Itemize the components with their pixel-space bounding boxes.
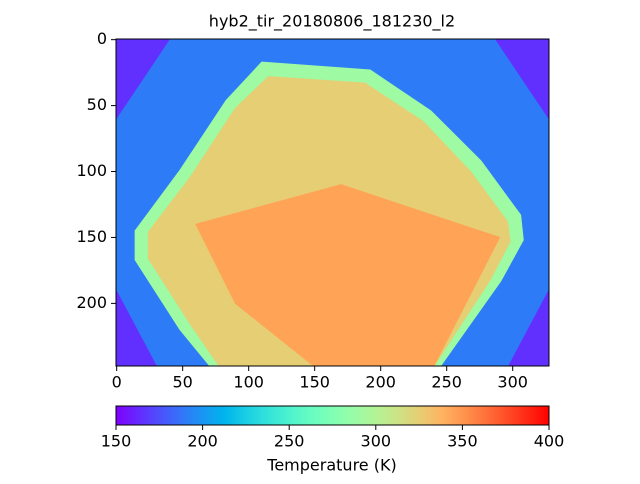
x-tick-label: 100 [233,373,264,392]
chart-title: hyb2_tir_20180806_181230_l2 [209,12,455,32]
colorbar [115,405,550,426]
image-region [195,184,501,366]
x-tick-label: 250 [431,373,462,392]
y-tick-label: 150 [76,227,107,246]
y-tick-label: 50 [87,95,107,114]
y-tick-label: 0 [97,29,107,48]
axes-frame [115,38,550,367]
y-tick-label: 100 [76,161,107,180]
image-region [494,39,549,120]
colorbar-tick-label: 400 [534,432,565,451]
colorbar-tick-label: 300 [361,432,392,451]
image-region [508,289,549,366]
colorbar-tick-label: 250 [274,432,305,451]
x-tick-label: 150 [299,373,330,392]
colorbar-tick-label: 200 [187,432,218,451]
colorbar-tick-label: 150 [101,432,132,451]
colorbar-tick-label: 350 [447,432,478,451]
image [116,39,549,366]
y-tick-label: 200 [76,293,107,312]
x-tick-label: 50 [172,373,192,392]
x-tick-label: 300 [497,373,528,392]
image-region [116,289,157,366]
image-region [116,39,171,120]
x-tick-label: 200 [365,373,396,392]
colorbar-label: Temperature (K) [266,456,396,475]
x-tick-label: 0 [112,373,122,392]
